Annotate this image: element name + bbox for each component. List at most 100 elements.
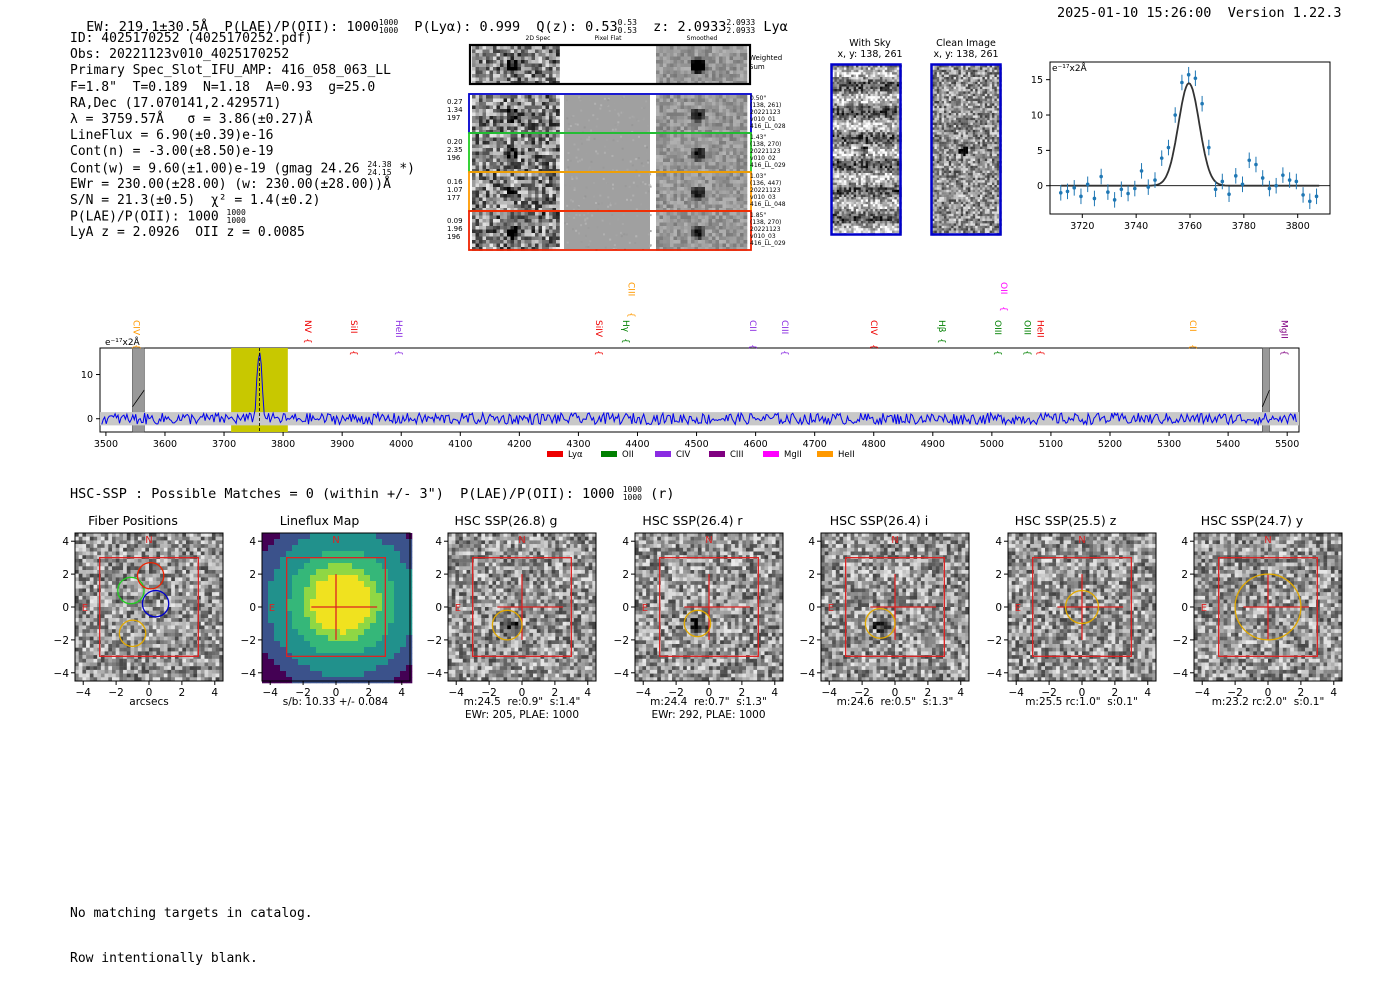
fit-data-point <box>1079 195 1083 199</box>
hsc-summary-end: (r) <box>650 486 674 502</box>
hsc-caption-1: m:24.5 re:0.9" s:1.4" <box>413 696 631 708</box>
line-id-label: OII <box>998 282 1008 294</box>
cutout-cell <box>656 46 747 85</box>
spectrum-x-tick: 4400 <box>625 439 649 450</box>
row1-stat-c: 197 <box>447 114 463 122</box>
fit-data-point <box>1247 158 1251 162</box>
spectrum-x-tick: 4500 <box>684 439 708 450</box>
fit-data-point <box>1146 185 1150 189</box>
spectrum-x-tick: 4300 <box>566 439 590 450</box>
fit-data-point <box>1059 191 1063 195</box>
hsc-y-tick: 4 <box>995 536 1002 548</box>
line-id-brace: { <box>1187 344 1197 350</box>
row1-meta-0: 0.50" <box>750 95 786 102</box>
hsc-y-tick: 4 <box>435 536 442 548</box>
hsc-y-tick: −2 <box>1173 635 1188 647</box>
cutout-cell <box>564 134 650 173</box>
cutout-cell <box>472 95 560 134</box>
hsc-caption-1: m:23.2 rc:2.0" s:0.1" <box>1159 696 1377 708</box>
row2-meta-3: v010_02 <box>750 155 786 162</box>
pixel-flat-cell <box>564 95 650 132</box>
east-label: E <box>268 603 274 614</box>
line-id-label: CII <box>1187 320 1197 332</box>
spectrum-x-tick: 3700 <box>212 439 236 450</box>
spectrum-x-tick: 5000 <box>980 439 1004 450</box>
cutout-cell <box>656 173 747 212</box>
hsc-y-tick: 2 <box>808 569 815 581</box>
row4-meta-2: 20221123 <box>750 226 786 233</box>
line-id-brace: { <box>131 344 141 350</box>
line-id-marker: SiII{ <box>348 320 358 356</box>
line-id-marker: OIII{ <box>1021 320 1031 356</box>
hsc-y-tick: 0 <box>1181 602 1188 614</box>
fit-data-point <box>1227 192 1231 196</box>
hsc-caption-1: m:24.4 re:0.7" s:1.3" <box>600 696 818 708</box>
spectrum-legend-entry: Lyα <box>547 450 583 460</box>
line-id-label: SiIV <box>593 320 603 338</box>
row4-stat-c: 196 <box>447 233 463 241</box>
row2-stat-b: 2.35 <box>447 146 463 154</box>
cutout-cell <box>472 134 560 173</box>
fit-y-tick: 0 <box>1037 181 1043 192</box>
line-id-label: NV <box>302 320 312 334</box>
hsc-y-tick: −4 <box>427 668 443 680</box>
hsc-y-tick: −4 <box>613 668 629 680</box>
row4-meta-0: 1.85" <box>750 212 786 219</box>
cutout-cell <box>656 134 747 173</box>
info-id: ID: 4025170252 (4025170252.pdf) <box>70 31 415 47</box>
cutout-cell <box>472 212 560 251</box>
fit-data-point <box>1066 190 1070 194</box>
fit-data-point <box>1153 178 1157 182</box>
info-ewr: EWr = 230.00(±28.00) (w: 230.00(±28.00))… <box>70 177 415 193</box>
fit-y-tick: 10 <box>1031 111 1043 122</box>
fit-data-point <box>1099 175 1103 179</box>
line-id-brace: { <box>779 350 789 356</box>
with-sky-title: With Sky x, y: 138, 261 <box>820 38 920 60</box>
north-label: N <box>705 535 712 546</box>
spectrum-x-tick: 5300 <box>1157 439 1181 450</box>
cutout-cell <box>564 95 650 133</box>
hsc-y-tick: −2 <box>986 635 1001 647</box>
fit-x-tick: 3740 <box>1124 221 1148 232</box>
spectrum-y-tick: 0 <box>87 414 93 425</box>
clean-image-title: Clean Image x, y: 138, 261 <box>916 38 1016 60</box>
spectrum-x-tick: 4600 <box>744 439 768 450</box>
row2-stat-c: 196 <box>447 154 463 162</box>
pixel-flat-cell <box>564 46 650 83</box>
fit-data-point <box>1241 183 1245 187</box>
row4-meta-3: v010_03 <box>750 233 786 240</box>
info-radec: RA,Dec (17.070141,2.429571) <box>70 96 415 112</box>
hsc-y-tick: 2 <box>1181 569 1188 581</box>
line-id-label: Hγ <box>620 320 630 333</box>
line-id-brace: { <box>868 344 878 350</box>
info-fiber: F=1.8" T=0.189 N=1.18 A=0.93 g=25.0 <box>70 80 415 96</box>
north-label: N <box>145 535 152 546</box>
line-id-marker: OII{ <box>998 282 1008 312</box>
hsc-summary-lo: 1000 <box>623 494 642 502</box>
line-id-marker: CIV{ <box>131 320 141 350</box>
with-sky-xy: x, y: 138, 261 <box>820 49 920 60</box>
spectrum-x-tick: 4900 <box>921 439 945 450</box>
east-label: E <box>1201 603 1207 614</box>
hsc-caption-2: EWr: 292, PLAE: 1000 <box>600 709 818 721</box>
fit-units-label: e⁻¹⁷x2Å <box>1052 62 1088 74</box>
row3-meta-4: 416_LL_048 <box>750 201 786 208</box>
row1-meta-3: v010_01 <box>750 116 786 123</box>
spectrum-x-tick: 4200 <box>507 439 531 450</box>
hsc-panel-title: Lineflux Map <box>227 513 413 528</box>
info-lambda: λ = 3759.57Å σ = 3.86(±0.27)Å <box>70 112 415 128</box>
hsc-panel-title: Fiber Positions <box>40 513 226 528</box>
